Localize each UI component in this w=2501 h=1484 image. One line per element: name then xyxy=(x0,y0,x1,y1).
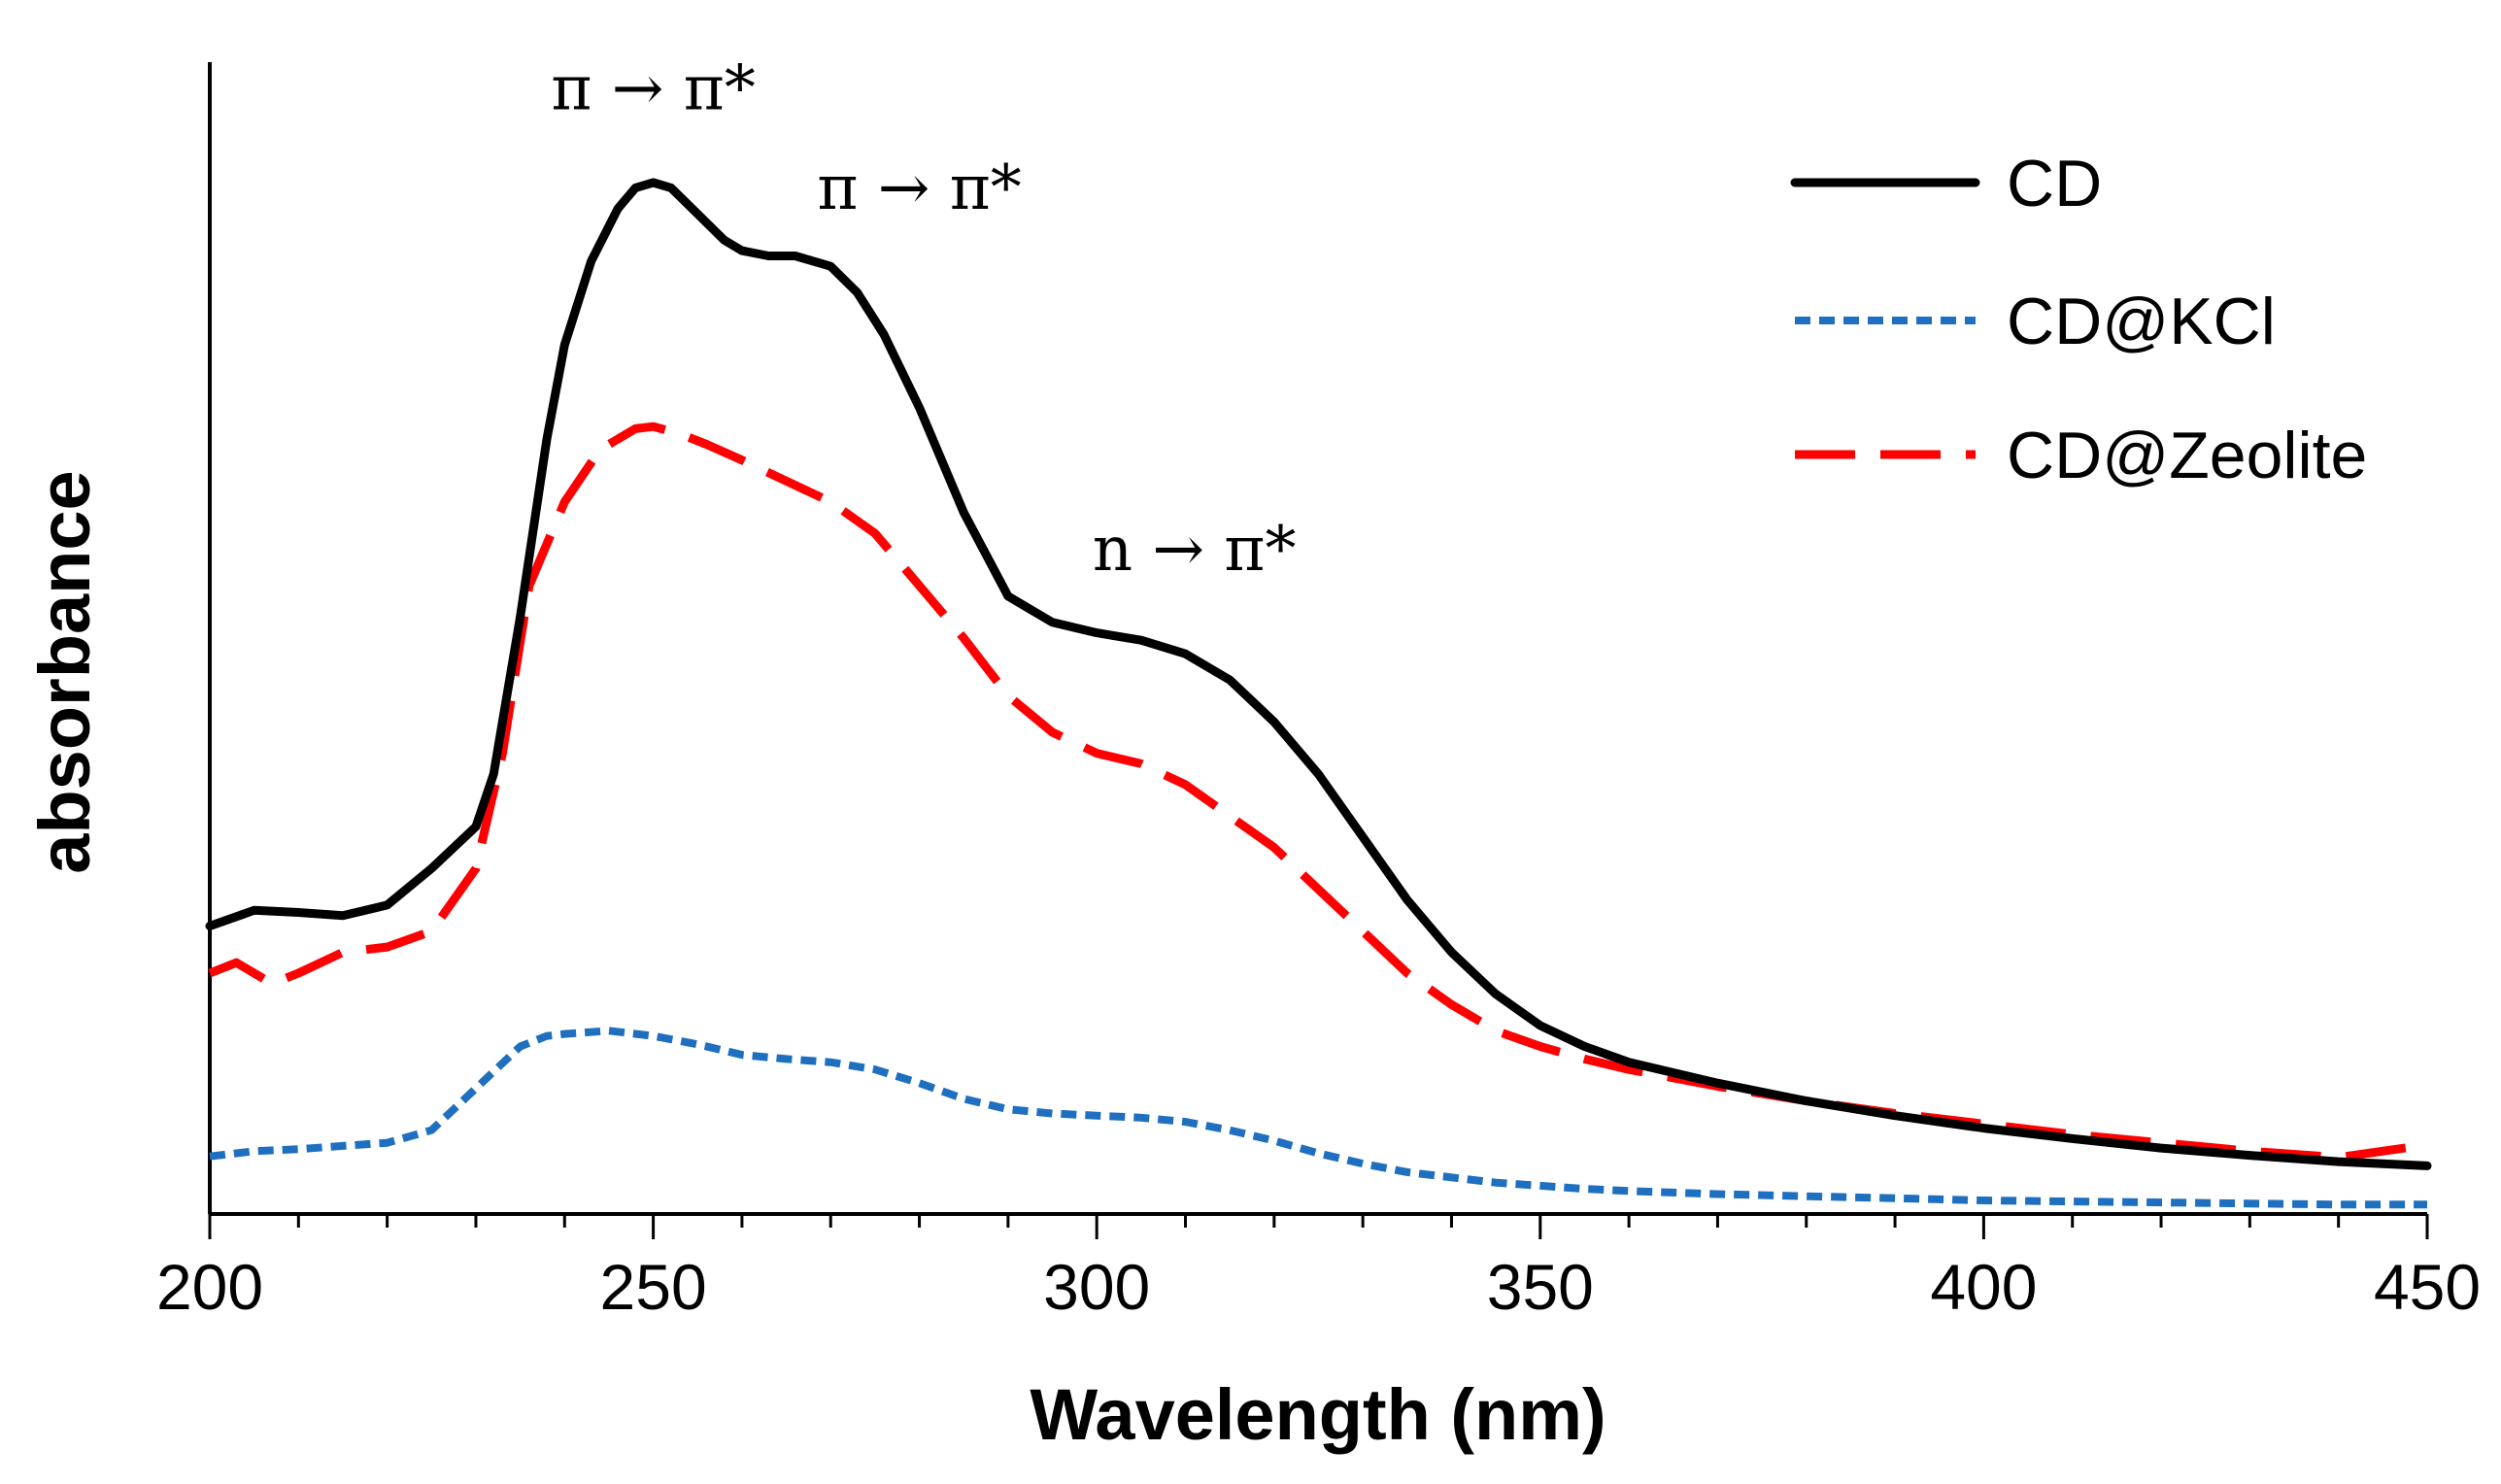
x-tick-label: 250 xyxy=(600,1251,707,1323)
x-tick-label: 300 xyxy=(1043,1251,1150,1323)
series-layer xyxy=(205,178,2432,1209)
x-minor-ticks xyxy=(296,1214,2341,1228)
transition-annotation: n → π* xyxy=(1093,514,1297,586)
x-tick-labels: 200 250 300 350 400 450 xyxy=(156,1251,2481,1323)
transition-annotation: π → π* xyxy=(817,152,1021,224)
legend-label: CD@Zeolite xyxy=(2007,419,2367,492)
series-line-cd-kcl xyxy=(209,1027,2427,1209)
annotation-layer: π → π* π → π* n → π* xyxy=(551,53,1296,586)
x-tick-label: 400 xyxy=(1930,1251,2037,1323)
plot-area: 200 250 300 350 400 450 π → π* π → π* n → π* xyxy=(156,53,2481,1323)
x-tick-label: 350 xyxy=(1487,1251,1594,1323)
series-line-cd xyxy=(205,178,2432,1170)
x-tick-label: 450 xyxy=(2374,1251,2481,1323)
legend-label: CD xyxy=(2007,147,2102,220)
x-tick-label: 200 xyxy=(156,1251,263,1323)
series-line-cd-zeolite xyxy=(208,422,2428,1163)
transition-annotation: π → π* xyxy=(551,53,755,125)
x-major-ticks xyxy=(208,1214,2429,1239)
x-axis-title: Wavelength (nm) xyxy=(1030,1374,1605,1455)
y-axis-title: absorbance xyxy=(24,470,105,873)
legend-label: CD@KCl xyxy=(2007,285,2276,358)
legend: CD CD@KCl CD@Zeolite xyxy=(1790,147,2367,492)
